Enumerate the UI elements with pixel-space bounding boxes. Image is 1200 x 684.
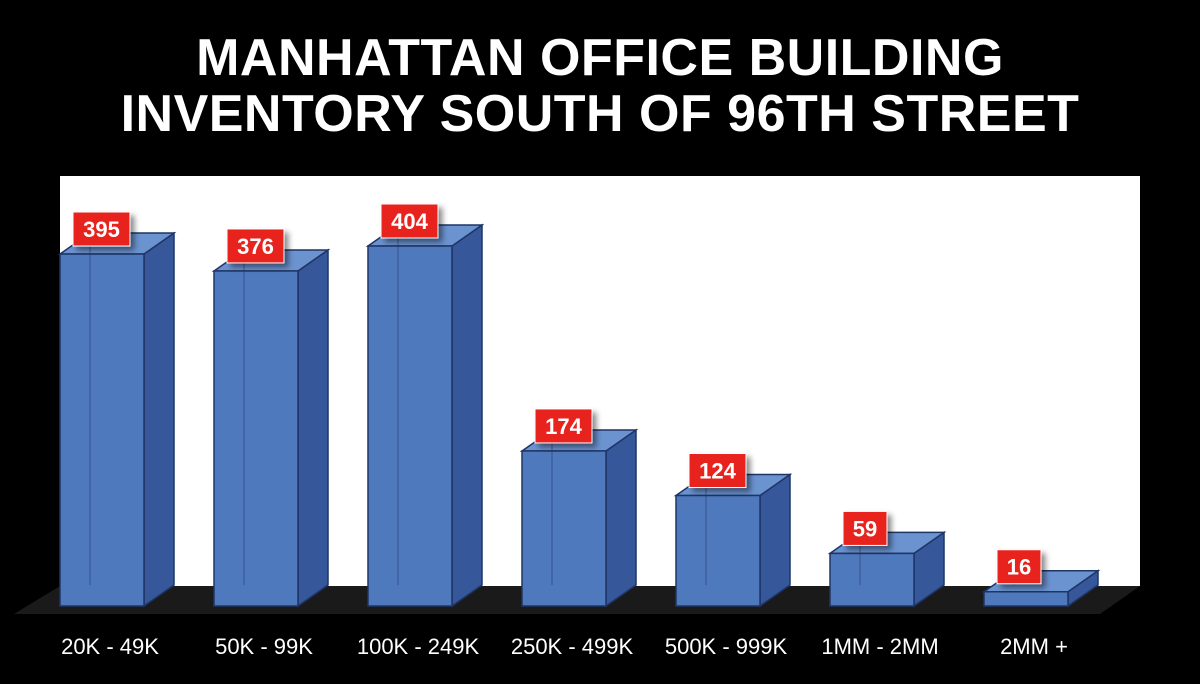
value-label-box — [996, 549, 1042, 585]
value-label-text: 395 — [83, 217, 120, 242]
value-label: 376 — [226, 228, 285, 264]
x-tick-label: 20K - 49K — [61, 634, 159, 659]
x-tick-label: 50K - 99K — [215, 634, 313, 659]
x-tick-group: 20K - 49K 50K - 99K 100K - 249K 250K - 499K… — [61, 634, 1068, 659]
bar-side — [297, 248, 329, 608]
bar — [57, 231, 177, 608]
bar — [827, 530, 947, 608]
value-label: 124 — [688, 453, 747, 489]
value-label: 174 — [534, 408, 593, 444]
bar-front — [367, 245, 453, 607]
bar-side — [143, 231, 175, 608]
value-label-text: 174 — [545, 414, 582, 439]
bar-side — [605, 428, 637, 608]
bar-front — [213, 270, 299, 607]
value-label-text: 404 — [391, 209, 428, 234]
chart-title-line-1: MANHATTAN OFFICE BUILDING — [196, 29, 1004, 87]
x-tick-label: 1MM - 2MM — [821, 634, 938, 659]
value-label-text: 16 — [1007, 555, 1031, 580]
bar-side — [759, 473, 791, 608]
value-label-text: 124 — [699, 459, 736, 484]
bar-front — [983, 590, 1069, 607]
x-tick-label: 250K - 499K — [511, 634, 634, 659]
bar — [673, 473, 793, 608]
value-label-box — [380, 203, 439, 239]
value-label: 395 — [72, 211, 131, 247]
value-label-box — [842, 510, 888, 546]
bar-front — [59, 253, 145, 607]
x-tick-label: 2MM + — [1000, 634, 1068, 659]
value-label-box — [534, 408, 593, 444]
bar — [211, 248, 331, 608]
chart-title-line-2: INVENTORY SOUTH OF 96TH STREET — [120, 85, 1080, 143]
bar — [365, 223, 485, 608]
value-label-text: 59 — [853, 516, 877, 541]
value-label: 404 — [380, 203, 439, 239]
bar-front — [829, 552, 915, 607]
bar — [519, 428, 639, 608]
value-label-box — [688, 453, 747, 489]
x-tick-label: 100K - 249K — [357, 634, 480, 659]
value-label-box — [226, 228, 285, 264]
bar-front — [675, 494, 761, 607]
value-label-group: 395 376 404 174 124 59 16 — [72, 203, 1042, 585]
chart-title: MANHATTAN OFFICE BUILDING INVENTORY SOUT… — [0, 30, 1200, 142]
value-label: 59 — [842, 510, 888, 546]
value-label-box — [72, 211, 131, 247]
value-label-text: 376 — [237, 234, 274, 259]
bar-side — [451, 223, 483, 608]
x-tick-label: 500K - 999K — [665, 634, 788, 659]
bar-group — [57, 223, 1101, 608]
value-label: 16 — [996, 549, 1042, 585]
bar-front — [521, 450, 607, 607]
